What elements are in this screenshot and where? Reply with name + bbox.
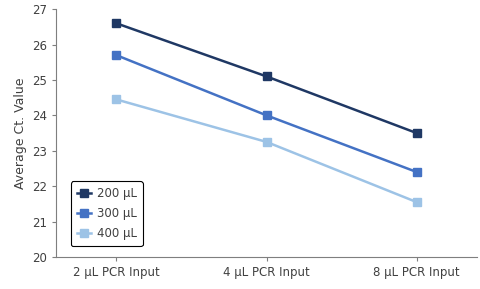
Line: 200 μL: 200 μL: [112, 19, 420, 137]
Line: 400 μL: 400 μL: [112, 95, 420, 206]
300 μL: [113, 53, 119, 57]
Legend: 200 μL, 300 μL, 400 μL: 200 μL, 300 μL, 400 μL: [71, 181, 142, 246]
200 μL: [413, 131, 419, 135]
200 μL: [263, 75, 269, 78]
200 μL: [113, 22, 119, 25]
Y-axis label: Average Ct. Value: Average Ct. Value: [14, 77, 27, 189]
300 μL: [413, 170, 419, 174]
400 μL: [413, 200, 419, 204]
400 μL: [263, 140, 269, 144]
Line: 300 μL: 300 μL: [112, 51, 420, 176]
400 μL: [113, 98, 119, 101]
300 μL: [263, 114, 269, 117]
